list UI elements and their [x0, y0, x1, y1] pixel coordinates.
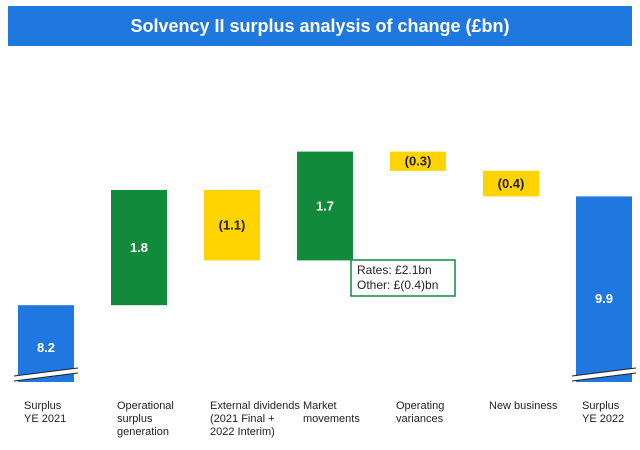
data-label-6: (0.4) — [498, 176, 525, 191]
data-label-1: 8.2 — [37, 340, 55, 355]
chart-title: Solvency II surplus analysis of change (… — [8, 6, 632, 46]
category-label-3: External dividends (2021 Final + 2022 In… — [210, 400, 300, 438]
data-label-3: (1.1) — [219, 218, 246, 233]
bar-5 — [390, 151, 446, 171]
category-label-2: Operational surplus generation — [117, 400, 174, 438]
data-label-5: (0.3) — [405, 154, 432, 169]
bar-6 — [483, 170, 539, 197]
bar-4 — [297, 151, 353, 261]
data-label-7: 9.9 — [595, 291, 613, 306]
axis-break-line-1-2 — [13, 372, 79, 382]
axis-break-line-7-2 — [571, 372, 637, 382]
axis-break-7 — [572, 368, 636, 381]
annotation-line-1: Rates: £2.1bn — [357, 263, 432, 277]
bar-3 — [204, 190, 260, 261]
bar-2 — [111, 190, 167, 306]
category-label-5: Operating variances — [396, 400, 445, 425]
bar-7 — [576, 196, 632, 382]
annotation-box — [350, 259, 456, 297]
annotation-line-2: Other: £(0.4)bn — [357, 278, 438, 292]
category-label-1: Surplus YE 2021 — [24, 400, 67, 425]
category-label-4: Market movements — [303, 400, 360, 425]
category-label-7: Surplus YE 2022 — [582, 400, 625, 425]
category-label-6: New business — [489, 400, 558, 412]
axis-break-line-1-1 — [13, 367, 79, 377]
data-label-4: 1.7 — [316, 199, 334, 214]
axis-break-1 — [14, 368, 78, 381]
data-label-2: 1.8 — [130, 240, 148, 255]
axis-break-line-7-1 — [571, 367, 637, 377]
